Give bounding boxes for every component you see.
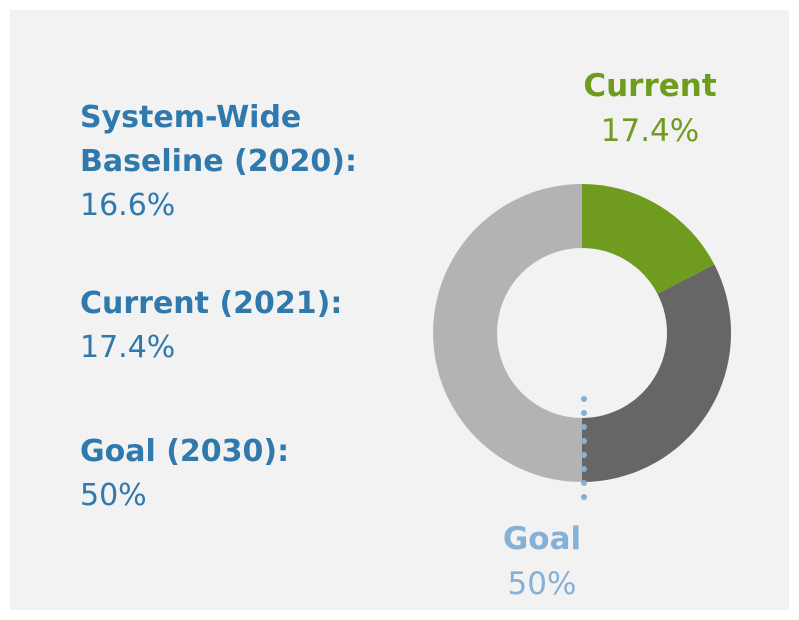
annotation-text: 50% (507, 566, 577, 602)
stat: System-Wide Baseline (2020): 16.6% (80, 96, 390, 228)
annotation-title: Current (583, 68, 717, 104)
stat-value: 17.4% (80, 330, 176, 365)
panel: System-Wide Baseline (2020): 16.6% Curre… (10, 10, 789, 610)
donut-segment (433, 184, 582, 482)
stat-label: Current (2021): (80, 286, 343, 321)
goal-marker-dot (581, 396, 587, 402)
annotation: Current 17.4% (550, 64, 750, 154)
goal-marker-dot (581, 480, 587, 486)
donut-segment (582, 184, 715, 294)
donut-segment (582, 264, 731, 482)
donut-chart (433, 184, 731, 500)
stat-value: 50% (80, 478, 147, 513)
stat-label: Goal (2030): (80, 434, 290, 469)
stat: Goal (2030): 50% (80, 430, 390, 518)
goal-marker-dot (581, 410, 587, 416)
stat: Current (2021): 17.4% (80, 282, 390, 370)
goal-marker-dot (581, 424, 587, 430)
stat-label: System-Wide Baseline (2020): (80, 100, 357, 179)
annotation-title: Goal (502, 521, 582, 557)
goal-marker-dot (581, 466, 587, 472)
goal-marker-dot (581, 494, 587, 500)
goal-marker-dot (581, 438, 587, 444)
goal-marker-dot (581, 452, 587, 458)
annotation-text: 17.4% (600, 113, 700, 149)
annotation: Goal 50% (442, 517, 642, 607)
stat-value: 16.6% (80, 188, 176, 223)
